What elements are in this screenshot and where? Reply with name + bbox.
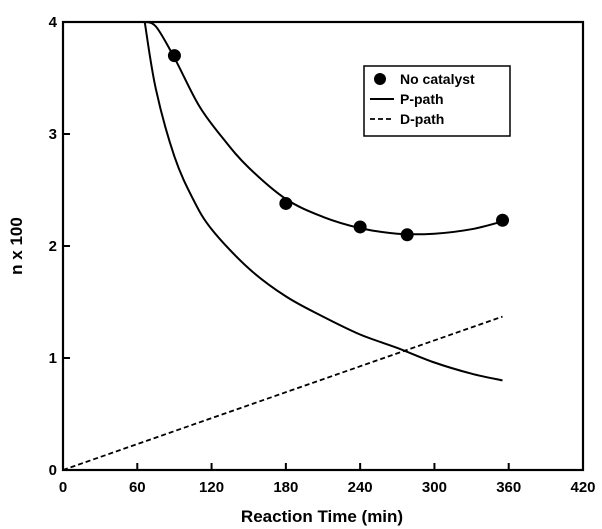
- y-tick-label-3: 3: [49, 126, 57, 143]
- y-tick-label-0: 0: [49, 462, 57, 479]
- legend-label-0: No catalyst: [400, 71, 475, 87]
- series-group: [63, 22, 510, 470]
- series-no-catalyst-point-2: [353, 220, 367, 234]
- x-tick-label-3: 180: [273, 479, 298, 496]
- x-tick-label-1: 60: [129, 479, 146, 496]
- x-axis-title: Reaction Time (min): [241, 507, 403, 526]
- x-tick-label-2: 120: [199, 479, 224, 496]
- series-no-catalyst-point-0: [167, 49, 181, 63]
- x-tick-label-7: 420: [570, 479, 595, 496]
- series-d-path-line: [63, 315, 503, 470]
- series-p-path-line: [143, 22, 503, 382]
- legend-marker-no-catalyst: [374, 73, 386, 85]
- x-tick-label-6: 360: [496, 479, 521, 496]
- y-tick-label-4: 4: [49, 14, 58, 31]
- y-tick-label-2: 2: [49, 238, 57, 255]
- series-no-catalyst-point-4: [496, 213, 510, 227]
- series-no-catalyst-point-3: [400, 228, 414, 242]
- x-tick-label-0: 0: [59, 479, 67, 496]
- x-tick-label-5: 300: [422, 479, 447, 496]
- series-no-catalyst-point-1: [279, 196, 293, 210]
- x-tick-label-4: 240: [348, 479, 373, 496]
- legend-label-1: P-path: [400, 91, 444, 107]
- legend-label-2: D-path: [400, 111, 444, 127]
- y-tick-label-1: 1: [49, 350, 57, 367]
- y-axis-title: n x 100: [7, 217, 26, 275]
- legend-box: [363, 65, 511, 137]
